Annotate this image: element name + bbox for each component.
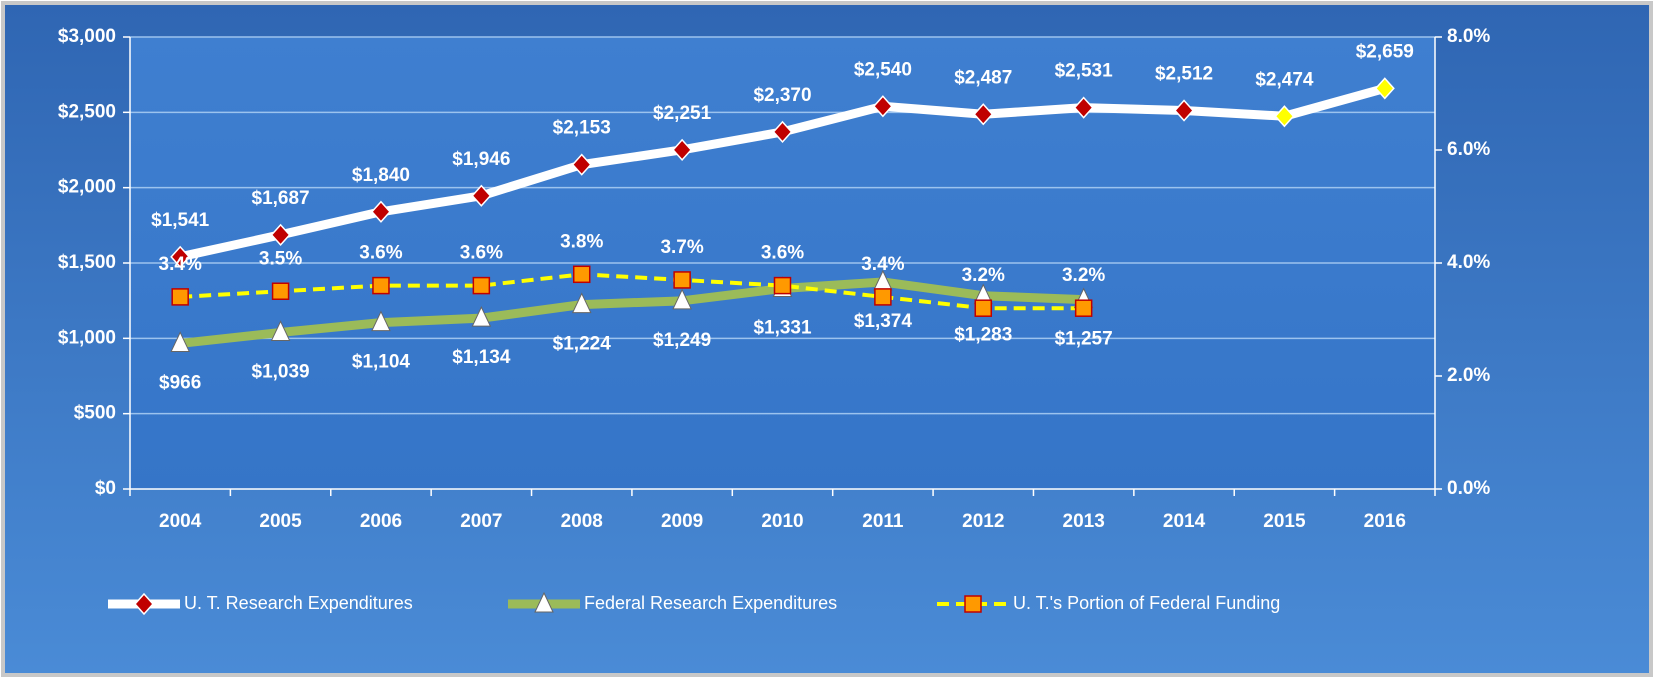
data-label: 3.8% bbox=[560, 231, 603, 252]
marker-square bbox=[372, 276, 390, 295]
marker-triangle bbox=[471, 305, 492, 327]
data-label: $1,840 bbox=[352, 165, 410, 186]
y-tick-label: $2,000 bbox=[58, 177, 116, 198]
data-label: $1,283 bbox=[954, 325, 1012, 346]
legend-label: Federal Research Expenditures bbox=[584, 593, 837, 613]
marker-triangle bbox=[170, 331, 190, 352]
data-label: $1,374 bbox=[854, 311, 913, 332]
marker-diamond bbox=[973, 103, 994, 126]
marker-diamond bbox=[1374, 77, 1395, 100]
x-tick-label: 2010 bbox=[761, 511, 803, 532]
legend-label: U. T.'s Portion of Federal Funding bbox=[1013, 593, 1280, 613]
marker-diamond bbox=[370, 200, 391, 223]
data-label: 3.4% bbox=[159, 254, 202, 275]
series-line bbox=[179, 277, 1084, 348]
x-tick-label: 2013 bbox=[1063, 511, 1105, 532]
marker-square bbox=[271, 282, 290, 300]
x-tick-label: 2004 bbox=[159, 511, 202, 532]
marker-diamond bbox=[1174, 99, 1195, 122]
x-tick-label: 2015 bbox=[1263, 511, 1306, 532]
data-label: $2,540 bbox=[854, 59, 912, 80]
y-tick-label: $3,000 bbox=[58, 26, 116, 47]
data-label: $1,224 bbox=[553, 334, 612, 355]
data-label: $1,541 bbox=[151, 210, 210, 231]
marker-square bbox=[472, 276, 491, 295]
marker-triangle bbox=[270, 320, 291, 341]
data-label: $2,153 bbox=[553, 118, 611, 139]
marker-triangle bbox=[371, 310, 391, 332]
data-label: 3.5% bbox=[259, 248, 302, 269]
y-tick-label: $0 bbox=[95, 478, 116, 499]
marker-diamond bbox=[1274, 105, 1295, 128]
marker-diamond bbox=[133, 592, 155, 616]
data-label: 3.2% bbox=[962, 265, 1005, 286]
x-tick-label: 2009 bbox=[661, 511, 703, 532]
legend-label: U. T. Research Expenditures bbox=[184, 593, 413, 613]
y2-tick-label: 0.0% bbox=[1447, 478, 1490, 499]
marker-square bbox=[1074, 299, 1093, 317]
data-label: $2,659 bbox=[1356, 41, 1414, 62]
y2-tick-label: 8.0% bbox=[1447, 26, 1490, 47]
data-label: 3.2% bbox=[1062, 265, 1105, 286]
marker-diamond bbox=[1073, 96, 1094, 119]
marker-diamond bbox=[672, 138, 693, 161]
marker-square bbox=[773, 276, 792, 295]
marker-square bbox=[874, 288, 892, 306]
data-label: $2,531 bbox=[1055, 61, 1114, 82]
x-tick-label: 2005 bbox=[259, 511, 302, 532]
marker-square bbox=[572, 265, 591, 284]
marker-square bbox=[964, 595, 982, 613]
marker-triangle bbox=[672, 288, 692, 310]
data-label: $966 bbox=[159, 372, 201, 393]
y-tick-label: $1,000 bbox=[58, 327, 116, 348]
data-label: 3.6% bbox=[761, 243, 804, 264]
x-tick-label: 2014 bbox=[1163, 511, 1206, 532]
y-tick-label: $2,500 bbox=[58, 101, 116, 122]
marker-diamond bbox=[772, 120, 793, 144]
data-label: $1,134 bbox=[452, 347, 511, 368]
y2-tick-label: 6.0% bbox=[1447, 139, 1490, 160]
marker-triangle bbox=[534, 591, 554, 613]
data-label: $2,251 bbox=[653, 103, 712, 124]
data-label: $1,331 bbox=[753, 317, 812, 338]
x-tick-label: 2012 bbox=[962, 511, 1004, 532]
data-label: $1,249 bbox=[653, 330, 711, 351]
data-label: $2,487 bbox=[954, 67, 1012, 88]
data-label: $1,039 bbox=[252, 361, 310, 382]
x-tick-label: 2007 bbox=[460, 511, 502, 532]
data-label: $1,687 bbox=[252, 188, 310, 209]
data-label: 3.7% bbox=[660, 237, 703, 258]
y2-tick-label: 4.0% bbox=[1447, 252, 1490, 273]
data-label: $2,512 bbox=[1155, 64, 1213, 85]
data-label: 3.6% bbox=[359, 243, 402, 264]
data-label: 3.6% bbox=[460, 243, 503, 264]
data-label: $2,370 bbox=[753, 85, 811, 106]
y2-tick-label: 2.0% bbox=[1447, 365, 1490, 386]
marker-diamond bbox=[471, 184, 492, 207]
x-tick-label: 2006 bbox=[360, 511, 402, 532]
x-tick-label: 2016 bbox=[1364, 511, 1406, 532]
marker-triangle bbox=[571, 292, 592, 314]
x-tick-label: 2011 bbox=[862, 511, 904, 532]
marker-square bbox=[673, 271, 691, 289]
data-label: $2,474 bbox=[1255, 69, 1314, 90]
y-tick-label: $500 bbox=[74, 403, 116, 424]
marker-diamond bbox=[270, 223, 291, 246]
data-label: $1,946 bbox=[452, 149, 510, 170]
y-tick-label: $1,500 bbox=[58, 252, 116, 273]
data-label: $1,104 bbox=[352, 352, 411, 373]
marker-diamond bbox=[571, 153, 592, 176]
marker-square bbox=[171, 288, 189, 306]
marker-diamond bbox=[872, 95, 893, 118]
data-label: 3.4% bbox=[861, 254, 904, 275]
data-label: $1,257 bbox=[1055, 329, 1113, 350]
marker-diamond bbox=[170, 245, 191, 268]
x-tick-label: 2008 bbox=[561, 511, 603, 532]
marker-square bbox=[974, 299, 993, 317]
